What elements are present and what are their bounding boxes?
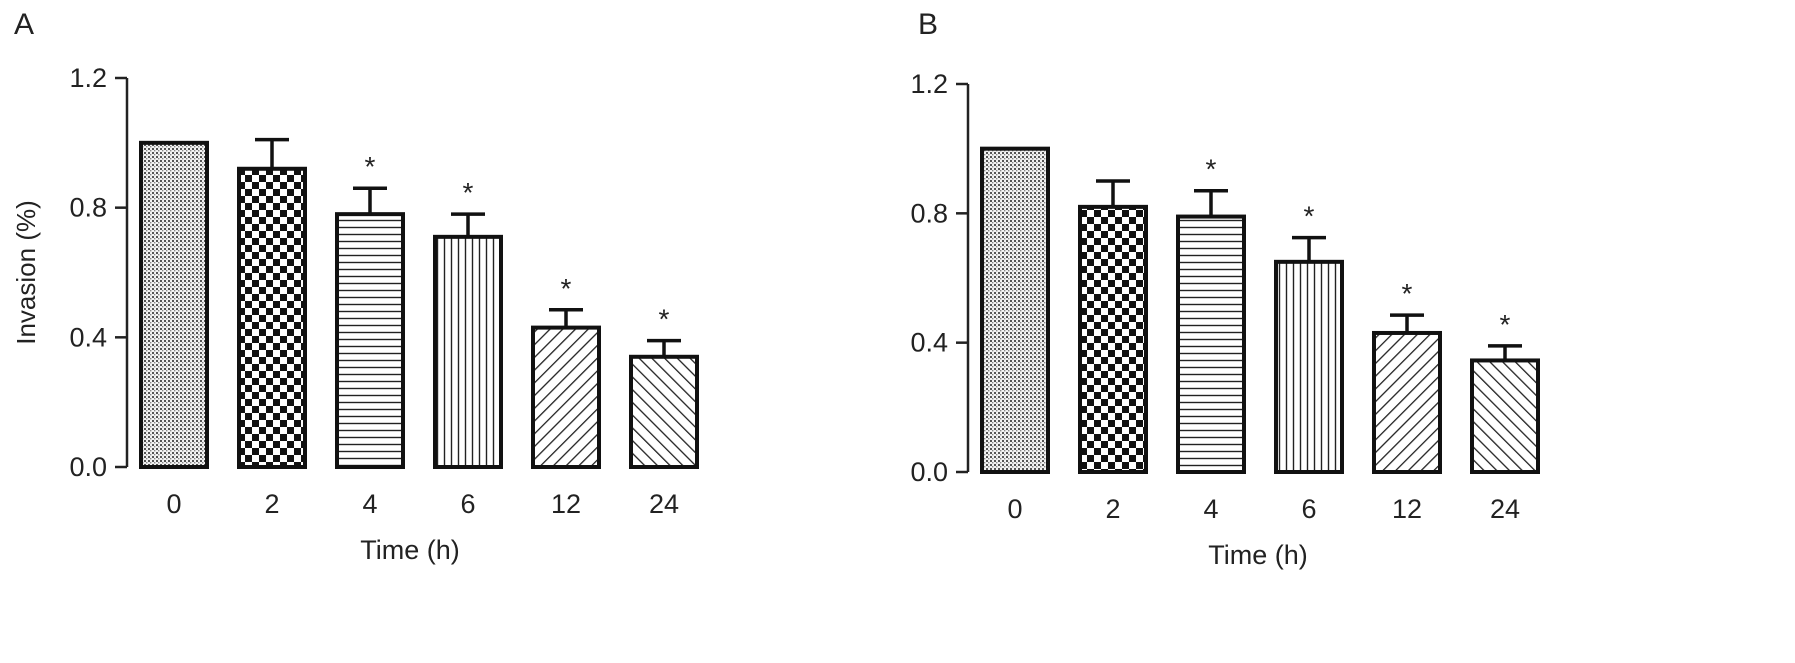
- x-axis-title: Time (h): [1208, 540, 1308, 570]
- bar: [1176, 214, 1246, 474]
- y-axis-title: Invasion (%): [11, 200, 41, 345]
- significance-marker: *: [365, 151, 376, 182]
- y-tick-label: 1.2: [910, 69, 948, 99]
- bar: [1372, 330, 1442, 475]
- x-tick-label: 24: [649, 489, 679, 519]
- x-tick-label: 2: [1105, 494, 1120, 524]
- bar: [629, 354, 699, 469]
- chart-panel-a: A 0.0 0.4 0.8 1.2 Invasion (%) 0 2 * 4 * 6 * 12 * 24 Ti…: [0, 0, 897, 663]
- panel-label-b: B: [918, 8, 939, 41]
- significance-marker: *: [659, 304, 670, 335]
- significance-marker: *: [1304, 201, 1315, 232]
- bar: [237, 166, 307, 469]
- y-tick-label: 0.0: [910, 457, 948, 487]
- y-tick-label: 0.4: [69, 322, 107, 352]
- x-tick-label: 4: [1203, 494, 1218, 524]
- y-tick-label: 0.8: [910, 198, 948, 228]
- y-tick-label: 0.0: [69, 452, 107, 482]
- bar: [1470, 358, 1540, 475]
- bar: [1274, 259, 1344, 475]
- significance-marker: *: [561, 273, 572, 304]
- bar: [433, 234, 503, 469]
- x-tick-label: 4: [362, 489, 377, 519]
- x-tick-label: 12: [551, 489, 581, 519]
- x-tick-label: 12: [1392, 494, 1422, 524]
- bar: [335, 212, 405, 469]
- y-tick-label: 0.8: [69, 193, 107, 223]
- x-axis-title: Time (h): [360, 535, 460, 565]
- bar: [139, 140, 209, 469]
- bar: [531, 325, 601, 469]
- significance-marker: *: [463, 177, 474, 208]
- x-tick-label: 0: [1007, 494, 1022, 524]
- x-tick-label: 0: [166, 489, 181, 519]
- x-tick-label: 24: [1490, 494, 1520, 524]
- significance-marker: *: [1500, 309, 1511, 340]
- bar: [1078, 204, 1148, 474]
- invasion-bar-chart: 0.0 0.4 0.8 1.2 Invasion (%) 0 2 * 4 * 6 * 12 * 24 Time…: [11, 63, 699, 565]
- x-tick-label: 2: [264, 489, 279, 519]
- bar: [980, 146, 1050, 475]
- x-tick-label: 6: [460, 489, 475, 519]
- y-tick-label: 0.4: [910, 328, 948, 358]
- significance-marker: *: [1206, 154, 1217, 185]
- significance-marker: *: [1402, 278, 1413, 309]
- panel-label-a: A: [14, 8, 35, 41]
- x-tick-label: 6: [1301, 494, 1316, 524]
- migration-bar-chart: 0.00.40.81.2Migration (%)02*4*6*12*24Tim…: [910, 69, 1540, 570]
- y-tick-label: 1.2: [69, 63, 107, 93]
- chart-panel-b: B 0.00.40.81.2Migration (%)02*4*6*12*24T…: [898, 0, 1795, 663]
